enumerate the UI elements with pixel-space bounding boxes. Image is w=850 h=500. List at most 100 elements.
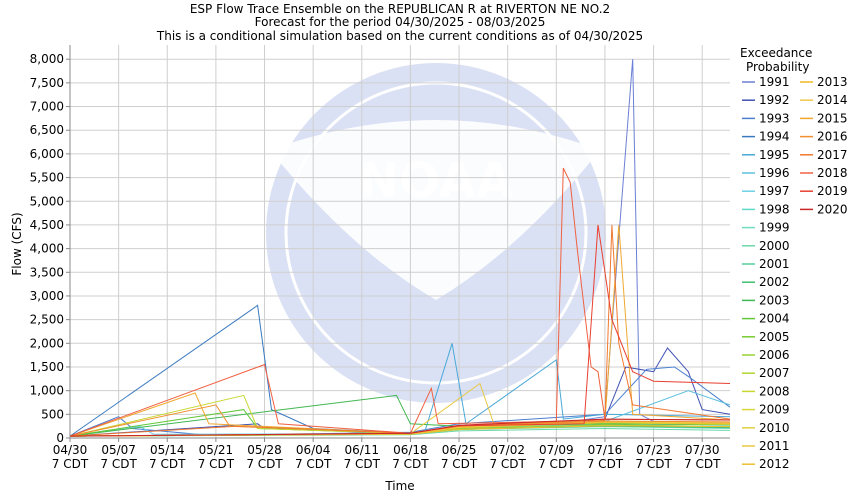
legend: Exceedance Probability 1991 1992 1993 1994 1…: [740, 46, 848, 471]
legend-label-2006: 2006: [759, 348, 790, 362]
x-tick-label-13: 07/30 7 CDT: [684, 443, 721, 471]
y-tick-label-0: 0: [56, 431, 64, 445]
y-tick-label-13: 6,500: [30, 123, 64, 137]
x-tick-label-3: 05/21 7 CDT: [198, 443, 235, 471]
x-tick-labels: 04/30 7 CDT 05/07 7 CDT 05/14 7 CDT 05/21 7 CDT…: [52, 438, 721, 471]
legend-entry-2006: 2006: [742, 348, 790, 362]
x-axis-label: Time: [384, 479, 414, 493]
legend-entry-2008: 2008: [742, 384, 790, 398]
legend-entry-2011: 2011: [742, 439, 790, 453]
legend-label-2000: 2000: [759, 239, 790, 253]
y-tick-label-4: 2,000: [30, 336, 64, 350]
series-lines: [69, 59, 731, 437]
legend-entry-2003: 2003: [742, 293, 790, 307]
legend-entry-1992: 1992: [742, 93, 790, 107]
legend-label-2009: 2009: [759, 403, 790, 417]
gridlines: [69, 45, 730, 439]
legend-label-2019: 2019: [817, 184, 848, 198]
x-tick-label-9: 07/02 7 CDT: [489, 443, 526, 471]
legend-label-2015: 2015: [817, 111, 848, 125]
series-line-2017: [69, 224, 731, 437]
series-line-2020: [69, 418, 731, 437]
legend-label-2001: 2001: [759, 257, 790, 271]
legend-entry-2004: 2004: [742, 312, 790, 326]
legend-label-2003: 2003: [759, 293, 790, 307]
legend-label-1995: 1995: [759, 148, 790, 162]
y-tick-label-10: 5,000: [30, 194, 64, 208]
chart-subtitle-2: This is a conditional simulation based o…: [156, 29, 643, 43]
legend-entry-1994: 1994: [742, 130, 790, 144]
y-tick-label-7: 3,500: [30, 265, 64, 279]
legend-label-2018: 2018: [817, 166, 848, 180]
legend-label-2017: 2017: [817, 148, 848, 162]
legend-entry-2002: 2002: [742, 275, 790, 289]
y-axis-label: Flow (CFS): [10, 212, 24, 275]
legend-entry-1993: 1993: [742, 111, 790, 125]
legend-entry-2009: 2009: [742, 403, 790, 417]
y-tick-label-16: 8,000: [30, 52, 64, 66]
noaa-watermark-logo: NOAA: [266, 63, 606, 403]
legend-label-1998: 1998: [759, 202, 790, 216]
legend-entry-1995: 1995: [742, 148, 790, 162]
legend-label-2011: 2011: [759, 439, 790, 453]
legend-entry-2005: 2005: [742, 330, 790, 344]
legend-label-2005: 2005: [759, 330, 790, 344]
legend-entry-2014: 2014: [800, 93, 848, 107]
x-tick-label-2: 05/14 7 CDT: [149, 443, 186, 471]
legend-title-line-1: Exceedance: [740, 46, 812, 60]
legend-label-2010: 2010: [759, 421, 790, 435]
y-tick-label-3: 1,500: [30, 360, 64, 374]
legend-label-1993: 1993: [759, 111, 790, 125]
legend-entry-2000: 2000: [742, 239, 790, 253]
series-line-2003: [69, 394, 731, 437]
x-tick-label-6: 06/11 7 CDT: [344, 443, 381, 471]
legend-label-1997: 1997: [759, 184, 790, 198]
y-tick-label-12: 6,000: [30, 147, 64, 161]
x-tick-label-5: 06/04 7 CDT: [295, 443, 332, 471]
chart-titles: ESP Flow Trace Ensemble on the REPUBLICA…: [156, 2, 643, 43]
legend-entry-1997: 1997: [742, 184, 790, 198]
x-tick-label-11: 07/16 7 CDT: [587, 443, 624, 471]
x-tick-label-10: 07/09 7 CDT: [538, 443, 575, 471]
legend-label-1996: 1996: [759, 166, 790, 180]
legend-label-2008: 2008: [759, 384, 790, 398]
y-tick-label-5: 2,500: [30, 313, 64, 327]
y-tick-label-1: 500: [41, 407, 64, 421]
legend-label-1994: 1994: [759, 130, 790, 144]
legend-entry-1996: 1996: [742, 166, 790, 180]
legend-entry-2007: 2007: [742, 366, 790, 380]
x-tick-label-12: 07/23 7 CDT: [635, 443, 672, 471]
legend-entry-2013: 2013: [800, 75, 848, 89]
legend-title-line-2: Probability: [746, 60, 809, 74]
legend-label-2007: 2007: [759, 366, 790, 380]
y-tick-label-6: 3,000: [30, 289, 64, 303]
x-tick-label-8: 06/25 7 CDT: [441, 443, 478, 471]
legend-label-2012: 2012: [759, 457, 790, 471]
legend-label-1999: 1999: [759, 221, 790, 235]
legend-label-2014: 2014: [817, 93, 848, 107]
y-tick-label-8: 4,000: [30, 242, 64, 256]
legend-label-2016: 2016: [817, 130, 848, 144]
legend-label-1992: 1992: [759, 93, 790, 107]
y-tick-label-15: 7,500: [30, 76, 64, 90]
legend-entry-2012: 2012: [742, 457, 790, 471]
x-tick-label-7: 06/18 7 CDT: [392, 443, 429, 471]
legend-entry-2018: 2018: [800, 166, 848, 180]
legend-label-2002: 2002: [759, 275, 790, 289]
y-tick-label-9: 4,500: [30, 218, 64, 232]
x-tick-label-1: 05/07 7 CDT: [100, 443, 137, 471]
y-tick-label-2: 1,000: [30, 384, 64, 398]
legend-entry-2015: 2015: [800, 111, 848, 125]
legend-entry-1991: 1991: [742, 75, 790, 89]
legend-entry-2017: 2017: [800, 148, 848, 162]
chart-subtitle-1: Forecast for the period 04/30/2025 - 08/…: [255, 15, 546, 29]
series-line-1995: [69, 343, 731, 437]
axes: [69, 45, 730, 439]
legend-label-2004: 2004: [759, 312, 790, 326]
legend-label-2020: 2020: [817, 202, 848, 216]
legend-entry-1999: 1999: [742, 221, 790, 235]
legend-entry-2010: 2010: [742, 421, 790, 435]
legend-entry-2001: 2001: [742, 257, 790, 271]
x-tick-label-4: 05/28 7 CDT: [246, 443, 283, 471]
